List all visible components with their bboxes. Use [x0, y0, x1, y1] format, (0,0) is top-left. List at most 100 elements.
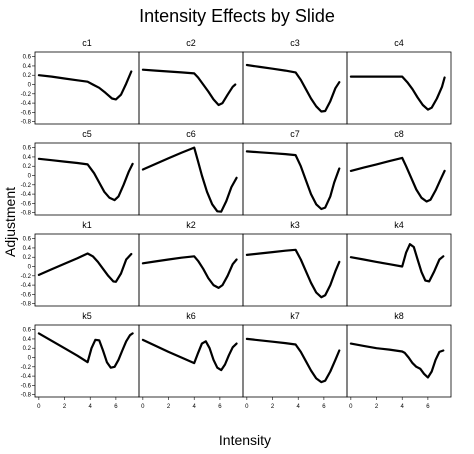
x-tick-label: 4 — [89, 404, 93, 410]
panel-label: c1 — [82, 38, 92, 48]
x-tick-label: 2 — [271, 404, 275, 410]
y-tick-label: -0.4 — [21, 101, 32, 107]
panel-c7: c7 — [242, 129, 348, 216]
series-line-k2 — [141, 255, 238, 289]
series-line-k6 — [141, 338, 238, 372]
panel-c5: c5 -0.8 -0.6 -0.4 -0.2 0 0.2 0.4 0.6 — [21, 129, 140, 217]
series-line-c4 — [349, 75, 446, 111]
series-line-c5 — [37, 157, 134, 202]
series-line-k7 — [245, 337, 341, 384]
panel-k5: k5 -0.8 -0.6 -0.4 -0.2 0 0.2 0.4 0.6 0 2 4 6 — [21, 311, 140, 410]
series-line-c6 — [141, 146, 238, 213]
panel-label: c5 — [82, 129, 92, 139]
panel-k1: k1 -0.8 -0.6 -0.4 -0.2 0 0.2 0.4 0.6 — [21, 220, 140, 308]
panel-c8: c8 — [346, 129, 452, 216]
y-tick-label: -0.4 — [21, 374, 32, 380]
x-tick-label: 0 — [37, 404, 41, 410]
x-tick-label: 0 — [141, 404, 145, 410]
panel-c2: c2 — [138, 38, 244, 125]
panel-frame — [242, 233, 348, 307]
y-tick-label: -0.6 — [21, 110, 32, 116]
y-tick-label: 0.2 — [23, 73, 32, 79]
y-tick-label: 0 — [28, 356, 32, 362]
x-tick-label: 6 — [426, 404, 430, 410]
series-line-k8 — [349, 342, 445, 379]
y-tick-label: 0.2 — [23, 346, 32, 352]
x-tick-label: 4 — [401, 404, 405, 410]
y-tick-label: -0.8 — [21, 393, 32, 399]
series-line-k3 — [245, 248, 341, 299]
panel-c6: c6 — [138, 129, 244, 216]
panel-frame — [346, 233, 452, 307]
series-line-c1 — [37, 70, 133, 101]
y-tick-label: -0.2 — [21, 365, 32, 371]
x-axis-label: Intensity — [219, 432, 271, 448]
series-line-k4 — [349, 243, 445, 283]
panel-k4: k4 — [346, 220, 452, 307]
y-tick-label: -0.2 — [21, 274, 32, 280]
panel-k7: k7 0 2 4 6 — [242, 311, 348, 410]
series-line-c8 — [349, 156, 446, 203]
x-tick-label: 4 — [297, 404, 301, 410]
panel-label: k6 — [186, 311, 196, 321]
panel-frame — [346, 51, 452, 125]
panel-frame — [242, 51, 348, 125]
y-tick-label: -0.8 — [21, 302, 32, 308]
y-tick-label: 0.6 — [23, 146, 32, 152]
panel-k6: k6 0 2 4 6 — [138, 311, 244, 410]
panel-label: k4 — [394, 220, 404, 230]
series-line-k1 — [37, 252, 133, 283]
y-tick-label: 0.4 — [23, 64, 32, 70]
panel-c4: c4 — [346, 38, 452, 125]
panel-label: k5 — [82, 311, 92, 321]
x-tick-label: 6 — [322, 404, 326, 410]
panel-frame — [138, 51, 244, 125]
panel-k2: k2 — [138, 220, 244, 307]
x-tick-label: 2 — [63, 404, 67, 410]
panel-c1: c1 -0.8 -0.6 -0.4 -0.2 0 0.2 0.4 0.6 — [21, 38, 140, 126]
series-line-c2 — [141, 68, 237, 107]
x-tick-label: 6 — [114, 404, 118, 410]
y-tick-label: 0.4 — [23, 337, 32, 343]
y-tick-label: -0.6 — [21, 292, 32, 298]
y-tick-label: 0.2 — [23, 255, 32, 261]
y-tick-label: 0.4 — [23, 155, 32, 161]
series-line-k5 — [37, 332, 134, 369]
y-tick-label: 0 — [28, 83, 32, 89]
y-tick-label: -0.4 — [21, 283, 32, 289]
panel-label: c6 — [186, 129, 196, 139]
panel-label: c8 — [394, 129, 404, 139]
panel-c3: c3 — [242, 38, 348, 125]
y-tick-label: 0.2 — [23, 164, 32, 170]
panel-frame — [138, 233, 244, 307]
panel-frame — [138, 142, 244, 216]
panel-label: k1 — [82, 220, 92, 230]
y-tick-label: -0.6 — [21, 201, 32, 207]
y-tick-label: 0.6 — [23, 55, 32, 61]
y-tick-label: 0.6 — [23, 237, 32, 243]
series-line-c3 — [245, 63, 341, 113]
y-tick-label: 0.4 — [23, 246, 32, 252]
x-tick-label: 2 — [167, 404, 171, 410]
y-tick-label: -0.8 — [21, 120, 32, 126]
y-tick-label: 0 — [28, 174, 32, 180]
panel-k3: k3 — [242, 220, 348, 307]
y-tick-label: -0.2 — [21, 92, 32, 98]
panel-label: k2 — [186, 220, 196, 230]
panel-label: k3 — [290, 220, 300, 230]
panel-frame — [346, 324, 452, 398]
panel-label: k8 — [394, 311, 404, 321]
panel-frame — [346, 142, 452, 216]
x-tick-label: 4 — [193, 404, 197, 410]
y-tick-label: -0.2 — [21, 183, 32, 189]
y-tick-label: -0.4 — [21, 192, 32, 198]
panel-label: c3 — [290, 38, 300, 48]
y-tick-label: 0.6 — [23, 328, 32, 334]
y-tick-label: 0 — [28, 265, 32, 271]
series-line-c7 — [245, 150, 341, 211]
x-tick-label: 0 — [349, 404, 353, 410]
y-tick-label: -0.8 — [21, 211, 32, 217]
x-tick-label: 6 — [218, 404, 222, 410]
panel-label: c4 — [394, 38, 404, 48]
